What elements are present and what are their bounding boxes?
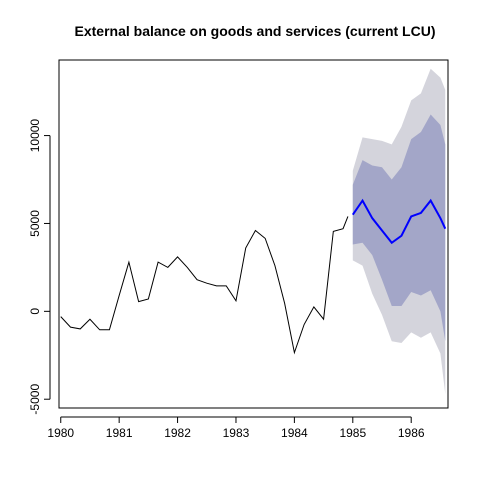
x-tick-label: 1985 [339, 426, 366, 440]
history-line [60, 216, 349, 355]
x-tick-label: 1983 [223, 426, 250, 440]
x-axis: 1980 1981 1982 1983 1984 1985 1986 [47, 416, 425, 440]
y-axis: -5000 0 5000 10000 [28, 119, 51, 415]
x-tick-label: 1986 [398, 426, 425, 440]
plot-frame [58, 59, 449, 409]
series-lines [60, 198, 447, 355]
confidence-bands [352, 68, 446, 394]
y-tick-label: 5000 [28, 210, 42, 237]
y-tick-label: 10000 [28, 119, 42, 153]
y-tick-label: -5000 [28, 384, 42, 415]
band-80 [352, 114, 446, 342]
y-tick-label: 0 [28, 308, 42, 315]
x-tick-label: 1984 [281, 426, 308, 440]
x-tick-label: 1981 [106, 426, 133, 440]
chart-title: External balance on goods and services (… [75, 23, 436, 39]
forecast-line [351, 198, 447, 245]
x-tick-label: 1982 [164, 426, 191, 440]
x-tick-label: 1980 [47, 426, 74, 440]
